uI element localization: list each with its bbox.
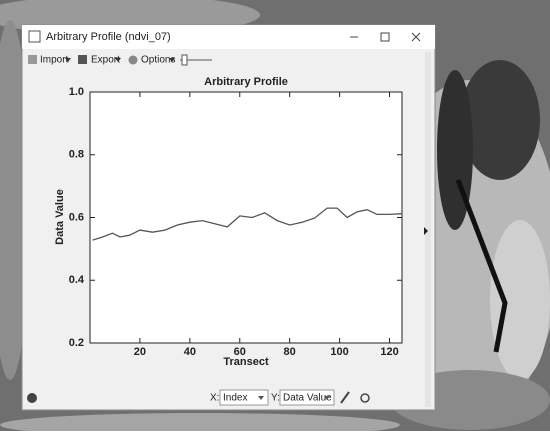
options-arrow[interactable]	[169, 58, 175, 62]
x-select-label: X:	[210, 393, 219, 404]
close-button[interactable]	[411, 32, 421, 42]
x-select-arrow[interactable]	[258, 396, 264, 400]
import-button[interactable]: Import	[40, 55, 69, 66]
help-icon[interactable]	[27, 393, 37, 403]
transect-line	[455, 179, 508, 353]
refresh-button[interactable]	[360, 393, 370, 403]
side-panel	[425, 52, 431, 407]
x-tick-label: 80	[284, 346, 296, 358]
options-button[interactable]: Options	[141, 55, 175, 66]
y-tick-label: 1.0	[69, 86, 84, 98]
slider-thumb[interactable]	[181, 54, 188, 66]
app-icon	[28, 30, 41, 43]
expand-arrow[interactable]	[424, 227, 428, 235]
y-select-label: Y:	[271, 393, 280, 404]
maximize-button[interactable]	[380, 32, 390, 42]
import-icon	[28, 55, 37, 64]
toolbar: Import Export Options	[28, 54, 212, 66]
profile-line	[92, 207, 403, 241]
x-axis-label: Transect	[223, 356, 269, 368]
options-icon	[128, 55, 138, 65]
x-tick-label: 20	[134, 346, 146, 358]
x-tick-label: 40	[184, 346, 196, 358]
x-tick-label: 60	[234, 346, 246, 358]
x-select-value: Index	[223, 393, 247, 404]
plot-area	[89, 91, 403, 344]
y-select-value: Data Value	[283, 393, 332, 404]
edit-button[interactable]	[340, 391, 350, 404]
y-select-arrow[interactable]	[324, 396, 330, 400]
window-title: Arbitrary Profile (ndvi_07)	[46, 31, 171, 43]
x-select[interactable]	[219, 389, 269, 406]
export-icon	[78, 55, 87, 64]
x-tick-label: 120	[380, 346, 398, 358]
y-axis-label: Data Value	[54, 189, 66, 245]
x-tick-label: 100	[330, 346, 348, 358]
y-tick-label: 0.2	[69, 337, 84, 349]
export-button[interactable]: Export	[91, 55, 120, 66]
y-tick-label: 0.8	[69, 149, 84, 161]
y-tick-label: 0.4	[69, 274, 85, 286]
profile-window: Arbitrary Profile (ndvi_07) Import Expor…	[21, 24, 436, 411]
y-tick-label: 0.6	[69, 211, 84, 223]
y-select[interactable]	[279, 389, 335, 406]
export-arrow[interactable]	[115, 58, 121, 62]
import-arrow[interactable]	[65, 58, 71, 62]
chart-title: Arbitrary Profile	[204, 76, 288, 88]
title-bar	[22, 25, 435, 49]
